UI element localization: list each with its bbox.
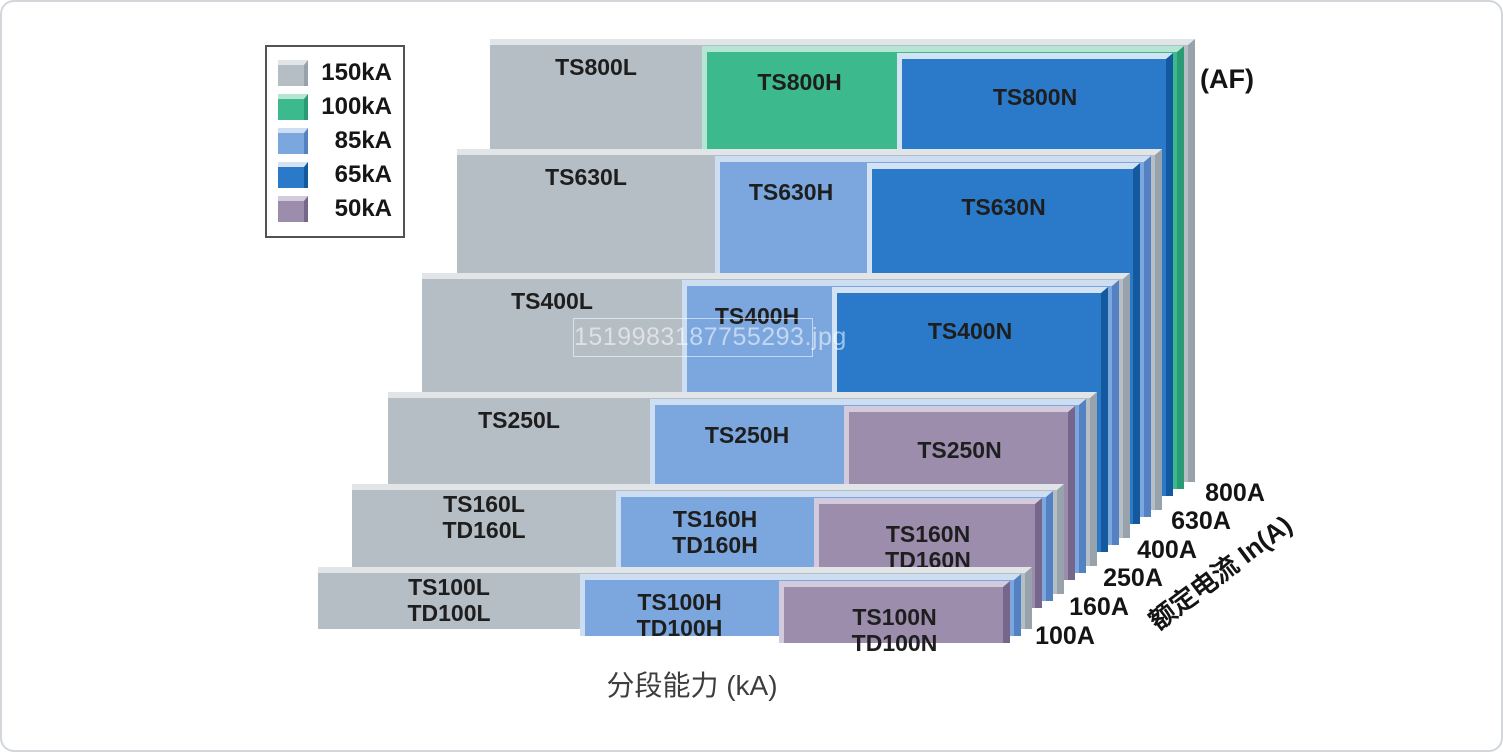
bar-label-ts800h: TS800H — [757, 69, 842, 95]
bar-label-ts630h: TS630H — [748, 179, 834, 205]
legend-swatch-icon — [278, 128, 308, 154]
bar-label-ts160h: TS160H TD160H — [672, 506, 758, 558]
bar-label-ts100l: TS100L TD100L — [407, 574, 491, 626]
bar-label-ts800l: TS800L — [555, 54, 637, 80]
axis-tick-630a: 630A — [1171, 507, 1231, 535]
bar-label-ts160n: TS160N TD160N — [885, 521, 971, 573]
watermark: 1519983187755293.jpg — [573, 318, 846, 357]
legend-swatch-icon — [278, 94, 308, 120]
legend-label: 85kA — [334, 127, 392, 154]
bar-label-ts250h: TS250H — [704, 422, 790, 448]
bar-label-ts100h: TS100H TD100H — [636, 589, 723, 641]
bar-ts100n — [779, 581, 1010, 643]
af-label: (AF) — [1200, 64, 1254, 94]
bar-label-ts400n: TS400N — [927, 318, 1013, 344]
bar-label-ts100n: TS100N TD100N — [851, 604, 938, 656]
axis-tick-100a: 100A — [1035, 622, 1095, 650]
legend-item-85ka: 85kA — [278, 124, 392, 158]
bar-label-ts800n: TS800N — [992, 84, 1078, 110]
legend-swatch-icon — [278, 162, 308, 188]
legend-swatch-icon — [278, 60, 308, 86]
bar-label-ts160l: TS160L TD160L — [442, 491, 526, 543]
axis-tick-250a: 250A — [1103, 564, 1163, 592]
bar-label-ts250l: TS250L — [478, 407, 560, 433]
axis-tick-400a: 400A — [1137, 536, 1197, 564]
bar-label-ts400l: TS400L — [511, 288, 593, 314]
axis-tick-800a: 800A — [1205, 479, 1265, 507]
legend-item-100ka: 100kA — [278, 90, 392, 124]
legend-item-65ka: 65kA — [278, 158, 392, 192]
axis-tick-160a: 160A — [1069, 593, 1129, 621]
x-axis-label: 分段能力 (kA) — [606, 670, 778, 701]
legend-item-150ka: 150kA — [278, 56, 392, 90]
legend-box: 150kA 100kA 85kA 65kA 50kA — [265, 45, 405, 238]
legend-label: 100kA — [321, 93, 392, 120]
legend-items: 150kA 100kA 85kA 65kA 50kA — [278, 56, 392, 226]
bar-label-ts630l: TS630L — [545, 164, 627, 190]
bar-label-ts250n: TS250N — [917, 437, 1002, 463]
legend-label: 50kA — [334, 195, 392, 222]
bar-label-ts630n: TS630N — [961, 194, 1046, 220]
legend-swatch-icon — [278, 196, 308, 222]
legend-label: 150kA — [321, 59, 392, 86]
bar-label-ts400h: TS400H — [714, 303, 800, 329]
legend-item-50ka: 50kA — [278, 192, 392, 226]
legend-label: 65kA — [334, 161, 392, 188]
